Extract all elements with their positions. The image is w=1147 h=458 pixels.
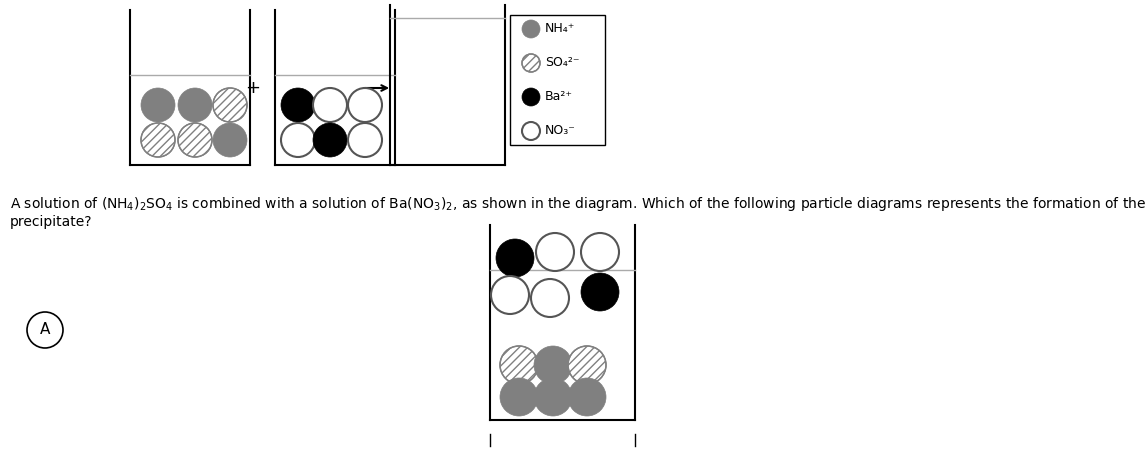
Ellipse shape (141, 88, 175, 122)
Text: SO₄²⁻: SO₄²⁻ (545, 56, 579, 70)
Ellipse shape (535, 346, 572, 384)
Ellipse shape (568, 378, 606, 416)
Ellipse shape (178, 88, 212, 122)
Ellipse shape (500, 346, 538, 384)
Ellipse shape (531, 279, 569, 317)
Ellipse shape (141, 123, 175, 157)
Ellipse shape (522, 54, 540, 72)
Ellipse shape (281, 88, 315, 122)
Ellipse shape (522, 88, 540, 106)
Ellipse shape (500, 378, 538, 416)
Ellipse shape (496, 239, 535, 277)
Ellipse shape (522, 122, 540, 140)
Text: NH₄⁺: NH₄⁺ (545, 22, 576, 36)
Text: A solution of (NH$_4$)$_2$SO$_4$ is combined with a solution of Ba(NO$_3$)$_2$, : A solution of (NH$_4$)$_2$SO$_4$ is comb… (10, 195, 1147, 229)
Text: A: A (40, 322, 50, 338)
Ellipse shape (582, 273, 619, 311)
Ellipse shape (582, 233, 619, 271)
Ellipse shape (313, 88, 348, 122)
Ellipse shape (348, 88, 382, 122)
Ellipse shape (536, 233, 574, 271)
Text: +: + (245, 79, 260, 97)
Ellipse shape (568, 346, 606, 384)
Ellipse shape (28, 312, 63, 348)
Text: NO₃⁻: NO₃⁻ (545, 125, 576, 137)
FancyBboxPatch shape (510, 15, 604, 145)
Ellipse shape (281, 123, 315, 157)
Ellipse shape (535, 378, 572, 416)
Ellipse shape (491, 276, 529, 314)
Ellipse shape (522, 20, 540, 38)
Ellipse shape (348, 123, 382, 157)
Ellipse shape (178, 123, 212, 157)
Ellipse shape (213, 88, 247, 122)
Ellipse shape (313, 123, 348, 157)
Text: Ba²⁺: Ba²⁺ (545, 91, 574, 104)
Ellipse shape (213, 123, 247, 157)
